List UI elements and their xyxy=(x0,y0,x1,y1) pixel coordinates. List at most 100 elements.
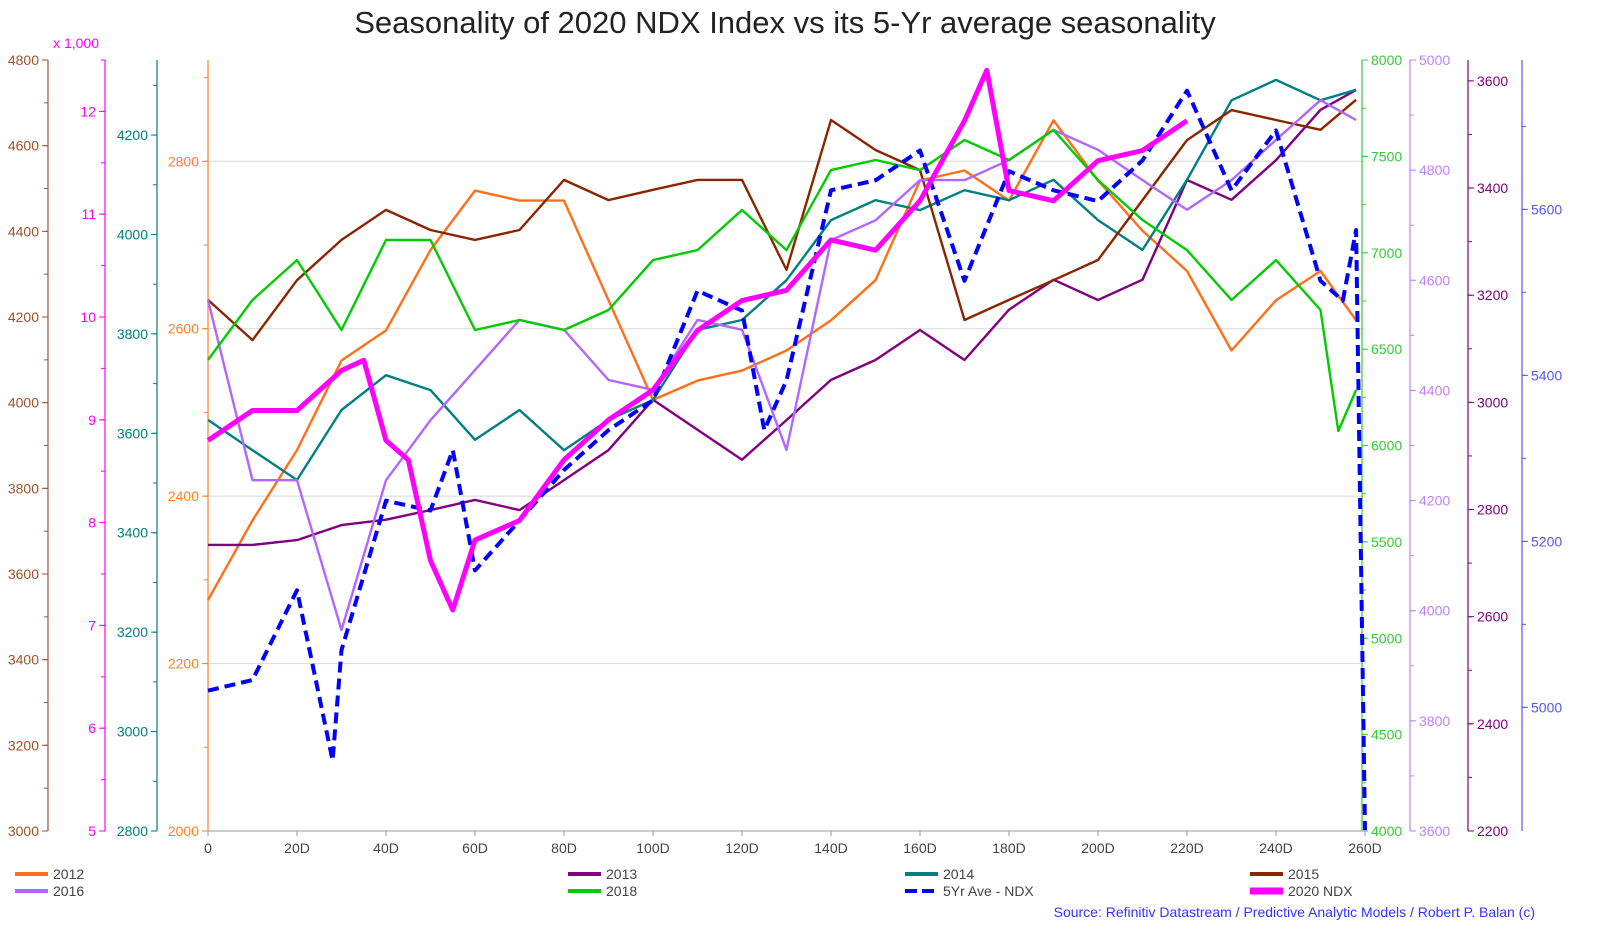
legend-item: 2020 NDX xyxy=(1250,883,1353,899)
y-tick-label: 6500 xyxy=(1371,341,1402,357)
y-tick-label: 5200 xyxy=(1531,533,1562,549)
legend-item: 2018 xyxy=(568,883,637,899)
y-tick-label: 4000 xyxy=(117,226,148,242)
x-tick-label: 0 xyxy=(204,840,212,856)
legend-label: 2012 xyxy=(53,866,84,882)
x-tick-label: 140D xyxy=(814,840,847,856)
y-tick-label: 5000 xyxy=(1531,699,1562,715)
x-tick-label: 40D xyxy=(373,840,399,856)
y-tick-label: 2000 xyxy=(168,823,199,839)
y-axis-y2020: 5 6 7 8 9 10 11 12 x 1,000 xyxy=(53,35,106,839)
y-tick-label: 5 xyxy=(88,823,96,839)
y-tick-label: 2600 xyxy=(1477,609,1508,625)
y-tick-label: 4600 xyxy=(1419,272,1450,288)
y-tick-label: 3800 xyxy=(1419,713,1450,729)
y-axis-y2013: 2200 2400 2600 2800 3000 3200 3400 3600 xyxy=(1467,60,1508,839)
y-tick-label: 2400 xyxy=(1477,716,1508,732)
y-tick-label: 3600 xyxy=(8,566,39,582)
y-tick-label: 3000 xyxy=(8,823,39,839)
y-tick-label: 2400 xyxy=(168,488,199,504)
y-tick-label: 2800 xyxy=(168,153,199,169)
y-tick-label: 5000 xyxy=(1371,630,1402,646)
y-axis-y2012: 2000 2200 2400 2600 2800 xyxy=(168,60,209,839)
y-tick-label: 3600 xyxy=(117,425,148,441)
x-tick-label: 220D xyxy=(1170,840,1203,856)
axes: 3000 3200 3400 3600 3800 4000 4200 4400 4600 4800… xyxy=(8,35,1563,856)
y-tick-label: 7 xyxy=(88,617,96,633)
x-tick-label: 160D xyxy=(903,840,936,856)
x-tick-label: 200D xyxy=(1081,840,1114,856)
x-tick-label: 100D xyxy=(636,840,669,856)
y-axis-y2018: 4000 4500 5000 5500 6000 6500 7000 7500 8000 xyxy=(1361,52,1402,839)
x-tick-label: 60D xyxy=(462,840,488,856)
y-tick-label: 4600 xyxy=(8,138,39,154)
x-tick-label: 260D xyxy=(1348,840,1381,856)
y-axis-y2014: 2800 3000 3200 3400 3600 3800 4000 4200 xyxy=(117,60,158,839)
y-tick-label: 3800 xyxy=(8,480,39,496)
y-tick-label: 10 xyxy=(80,309,96,325)
x-tick-label: 120D xyxy=(725,840,758,856)
legend-label: 2014 xyxy=(943,866,974,882)
series-line-2012 xyxy=(206,119,1358,601)
y-axis-y2016: 3600 3800 4000 4200 4400 4600 4800 5000 xyxy=(1409,52,1450,839)
y-tick-label: 2200 xyxy=(168,656,199,672)
legend-item: 2015 xyxy=(1250,866,1319,882)
y-tick-label: 4400 xyxy=(8,223,39,239)
y-tick-label: 4500 xyxy=(1371,727,1402,743)
series-lines xyxy=(206,67,1367,831)
x-axis: 0 20D 40D 60D 80D 100D 120D 140D 160D 180D 200D 220… xyxy=(204,830,1382,856)
source-note: Source: Refinitiv Datastream / Predictiv… xyxy=(1054,904,1535,920)
legend-label: 2020 NDX xyxy=(1288,883,1353,899)
y-tick-label: 6 xyxy=(88,720,96,736)
chart-title: Seasonality of 2020 NDX Index vs its 5-Y… xyxy=(354,5,1216,40)
y-tick-label: 5400 xyxy=(1531,367,1562,383)
y-tick-label: 3400 xyxy=(117,525,148,541)
y-tick-label: 12 xyxy=(80,103,96,119)
y-tick-label: 4000 xyxy=(1419,603,1450,619)
series-line-5yr-ave-ndx xyxy=(207,88,1367,831)
y-tick-label: 8000 xyxy=(1371,52,1402,68)
legend-item: 2016 xyxy=(15,883,84,899)
y-tick-label: 6000 xyxy=(1371,438,1402,454)
y-tick-label: 2800 xyxy=(117,823,148,839)
x-tick-label: 180D xyxy=(992,840,1025,856)
y-tick-label: 3200 xyxy=(117,624,148,640)
y-tick-label: 3400 xyxy=(1477,180,1508,196)
y-tick-label: 2800 xyxy=(1477,502,1508,518)
y-tick-label: 5000 xyxy=(1419,52,1450,68)
y-tick-label: 11 xyxy=(81,206,96,222)
y-tick-label: 3400 xyxy=(8,652,39,668)
y-tick-label: 4000 xyxy=(8,395,39,411)
y-tick-label: 3600 xyxy=(1419,823,1450,839)
legend: 2012 2013 2014 2015 2016 2018 5Yr Ave - NDX 202… xyxy=(15,866,1353,899)
series-line-2020-ndx xyxy=(206,67,1189,613)
y-tick-label: 4200 xyxy=(8,309,39,325)
x-tick-label: 20D xyxy=(284,840,310,856)
legend-label: 2016 xyxy=(53,883,84,899)
y-tick-label: 4400 xyxy=(1419,382,1450,398)
y-tick-label: 3000 xyxy=(1477,394,1508,410)
y-tick-label: 4200 xyxy=(117,127,148,143)
legend-item: 2012 xyxy=(15,866,84,882)
legend-label: 5Yr Ave - NDX xyxy=(943,883,1034,899)
y-tick-label: 2600 xyxy=(168,321,199,337)
y-tick-label: 5500 xyxy=(1371,534,1402,550)
legend-label: 2015 xyxy=(1288,866,1319,882)
y-tick-label: 3800 xyxy=(117,326,148,342)
legend-label: 2013 xyxy=(606,866,637,882)
gridlines xyxy=(208,160,1365,665)
y-tick-label: 4200 xyxy=(1419,493,1450,509)
series-line-2016 xyxy=(206,98,1357,632)
y-tick-label: 3600 xyxy=(1477,73,1508,89)
x-tick-label: 240D xyxy=(1259,840,1292,856)
y-axis-y2015: 3000 3200 3400 3600 3800 4000 4200 4400 4600 4800 xyxy=(8,52,49,839)
series-line-2014 xyxy=(207,78,1357,482)
series-line-2015 xyxy=(207,98,1357,342)
y-tick-label: 5600 xyxy=(1531,201,1562,217)
y-tick-label: 3200 xyxy=(1477,287,1508,303)
y-tick-label: 4000 xyxy=(1371,823,1402,839)
y-axis-y5yr: 5000 5200 5400 5600 xyxy=(1521,60,1562,831)
y-tick-label: 9 xyxy=(88,412,96,428)
y-tick-label: 7000 xyxy=(1371,245,1402,261)
